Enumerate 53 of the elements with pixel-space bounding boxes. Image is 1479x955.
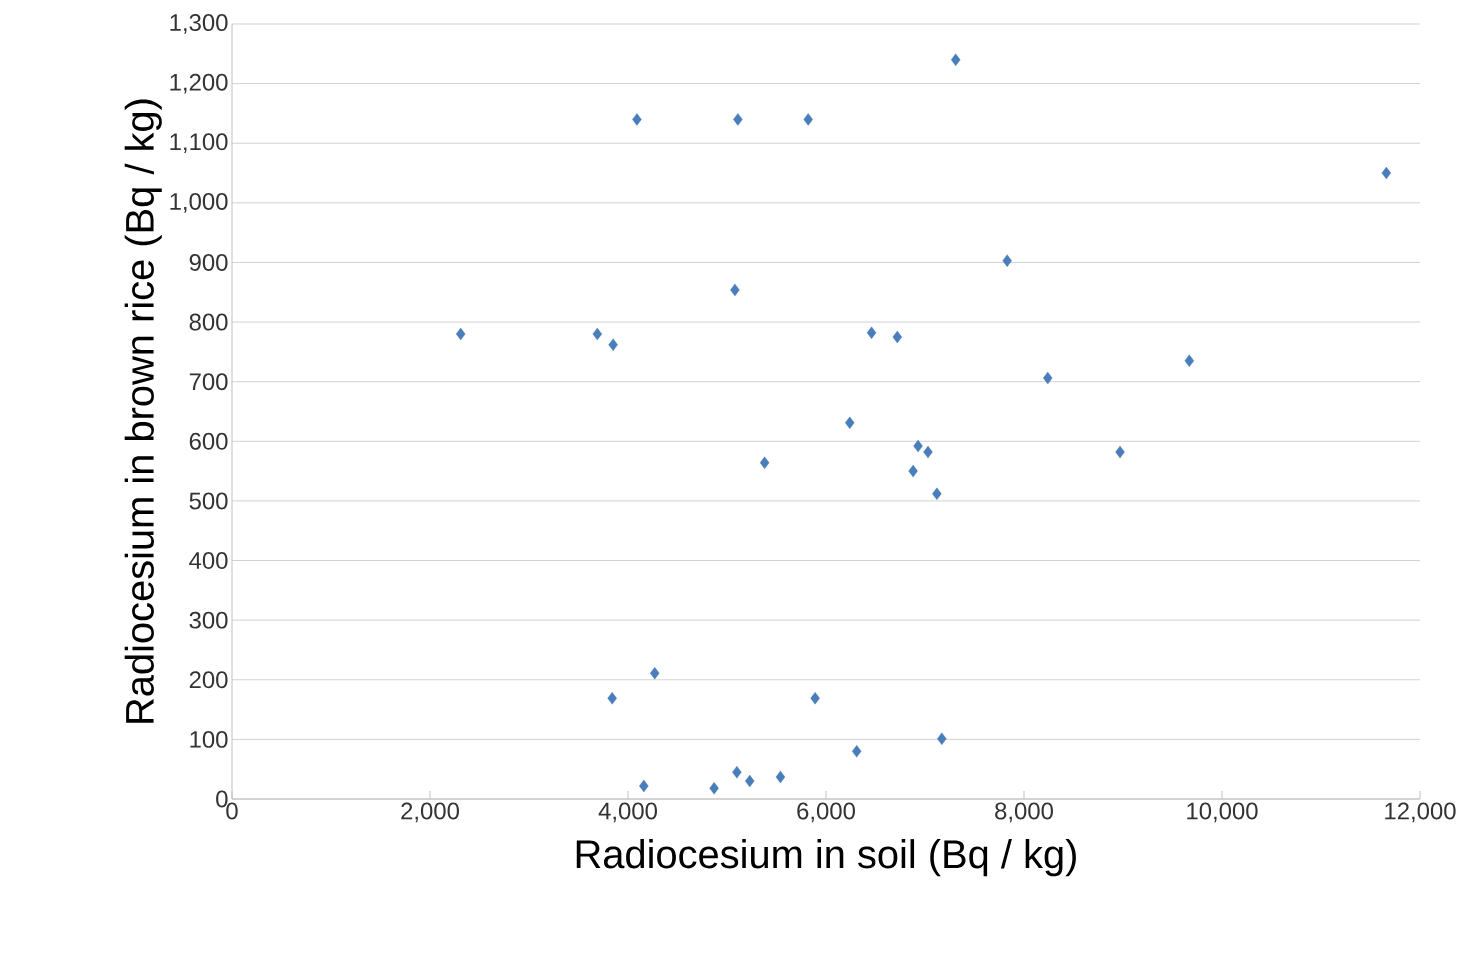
point — [650, 667, 660, 680]
point — [709, 782, 719, 795]
point — [803, 113, 813, 126]
x-tick-label: 8,000 — [995, 802, 1053, 823]
y-tick-label: 800 — [189, 313, 228, 331]
point — [730, 283, 740, 297]
point — [937, 732, 947, 745]
point — [845, 416, 855, 430]
point — [732, 765, 742, 779]
point — [1002, 254, 1012, 267]
point — [455, 327, 466, 341]
point — [923, 445, 933, 459]
point — [1184, 354, 1195, 368]
point — [759, 456, 770, 469]
point — [1381, 166, 1392, 180]
point — [810, 692, 820, 705]
point — [1043, 371, 1053, 385]
point — [950, 53, 961, 66]
point — [913, 439, 923, 453]
y-axis-title: Radiocesium in brown rice (Bq / kg) — [124, 99, 162, 723]
point — [639, 779, 649, 793]
point — [1115, 445, 1125, 459]
point — [607, 692, 617, 705]
y-tick-label: 1,000 — [170, 192, 228, 213]
y-tick-label: 200 — [189, 671, 228, 689]
x-tick-label: 10,000 — [1187, 802, 1258, 823]
y-tick-label: 0 — [216, 790, 228, 808]
y-tick-label: 300 — [189, 611, 228, 629]
y-tick-label: 700 — [189, 373, 228, 391]
y-tick-label: 1,100 — [170, 133, 228, 154]
point — [932, 487, 942, 500]
x-tick-label: 2,000 — [401, 802, 459, 823]
x-axis-title: Radiocesium in soil (Bq / kg) — [576, 839, 1076, 877]
x-tick-label: 12,000 — [1385, 802, 1456, 823]
point — [733, 113, 743, 126]
y-tick-label: 1,200 — [170, 73, 228, 94]
point — [775, 770, 786, 784]
point — [908, 464, 918, 478]
y-tick-label: 1,300 — [170, 14, 228, 34]
point — [851, 745, 862, 758]
y-tick-label: 600 — [189, 432, 228, 450]
point — [892, 330, 902, 344]
y-tick-label: 100 — [190, 730, 228, 748]
x-tick-label: 6,000 — [797, 802, 855, 823]
point — [592, 327, 603, 341]
y-tick-label: 500 — [189, 492, 228, 510]
y-tick-label: 400 — [189, 552, 228, 569]
point — [608, 338, 618, 351]
point — [866, 326, 877, 339]
x-tick-label: 4,000 — [598, 802, 657, 823]
point — [745, 774, 755, 788]
y-tick-label: 900 — [189, 254, 228, 271]
point — [632, 113, 642, 126]
